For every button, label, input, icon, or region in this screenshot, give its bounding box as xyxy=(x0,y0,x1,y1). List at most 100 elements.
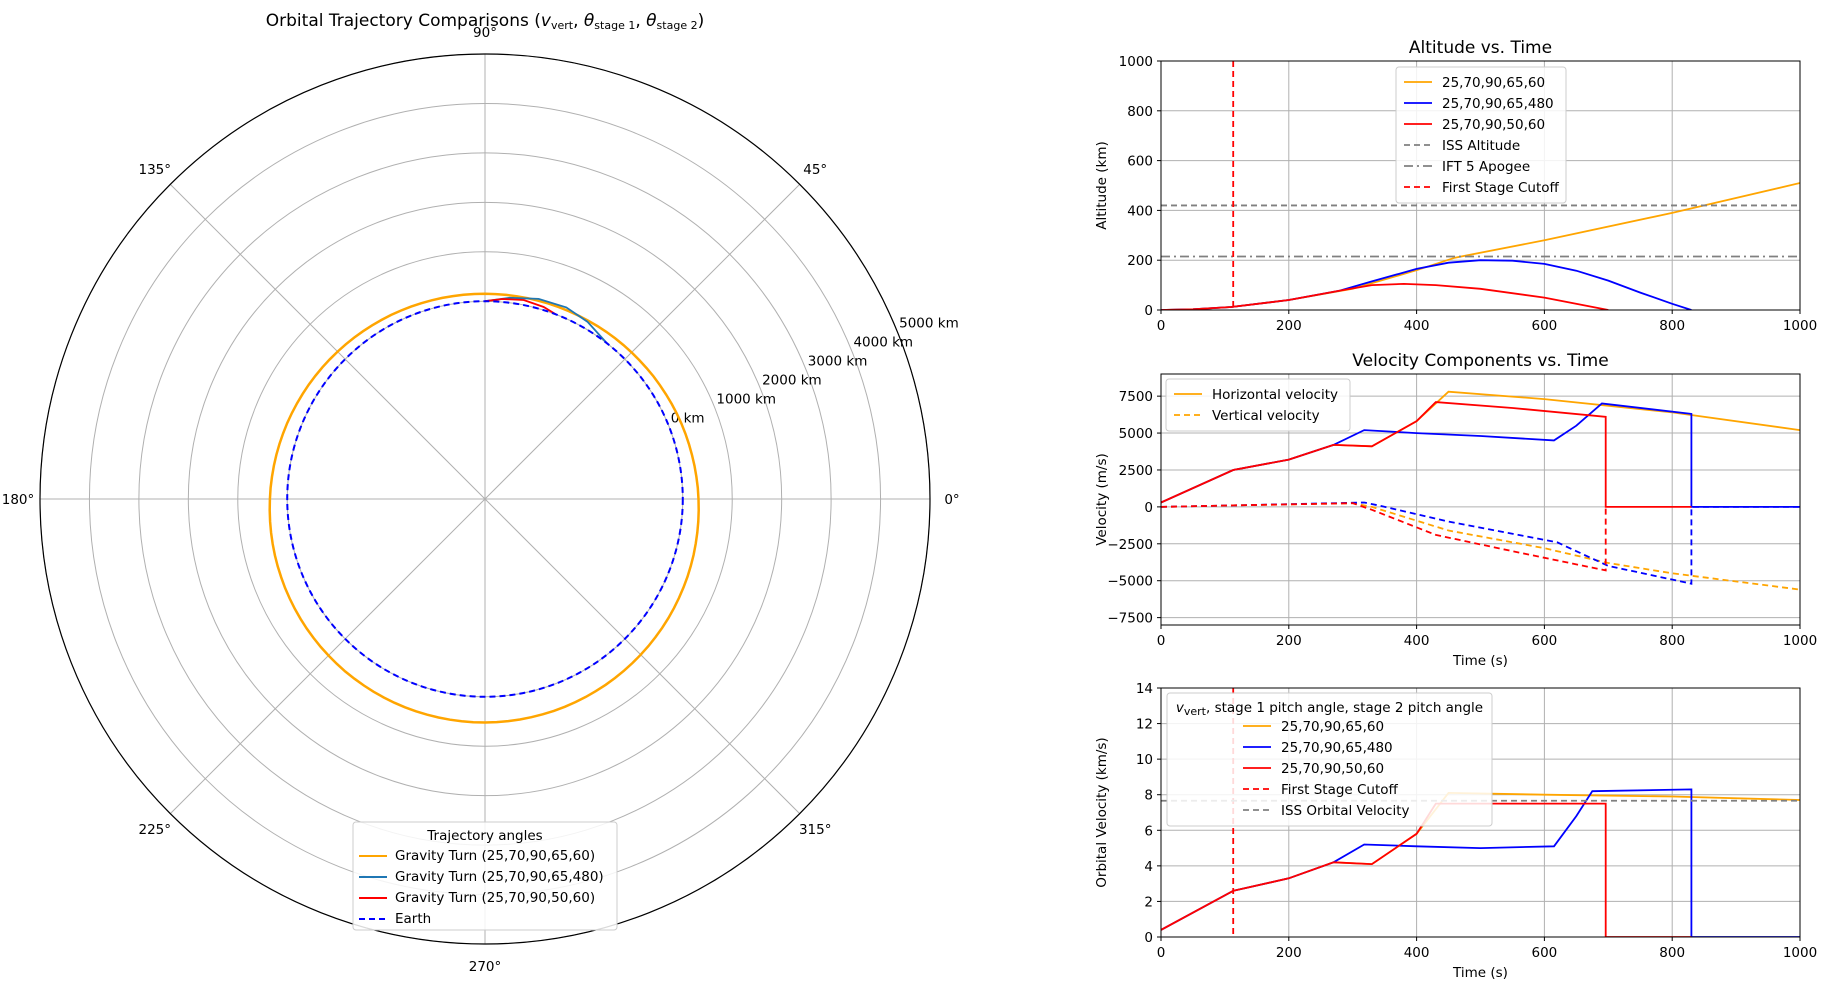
x-tick-label: 600 xyxy=(1532,318,1558,334)
title-part: vert xyxy=(551,19,574,32)
radial-gridline xyxy=(237,251,733,747)
angle-tick-label: 135° xyxy=(139,162,172,178)
legend-label: 25,70,90,65,480 xyxy=(1281,740,1393,756)
polar-legend-label: Earth xyxy=(395,911,431,927)
y-axis-label: Orbital Velocity (km/s) xyxy=(1094,737,1110,887)
angle-tick-label: 315° xyxy=(799,822,832,838)
altitude-chart: 0 200 400 600 800 1000 0 200 400 600 800 1000 Altitu… xyxy=(1094,38,1817,334)
series-line xyxy=(1161,282,1609,310)
x-tick-label: 800 xyxy=(1659,318,1685,334)
earth-circle xyxy=(286,300,684,698)
angle-tick-label: 45° xyxy=(803,162,827,178)
legend-label: ISS Orbital Velocity xyxy=(1281,803,1409,819)
legend-title: vvert, stage 1 pitch angle, stage 2 pitc… xyxy=(1176,700,1483,718)
x-tick-label: 0 xyxy=(1157,945,1166,961)
x-tick-label: 200 xyxy=(1276,633,1302,649)
y-tick-label: −5000 xyxy=(1107,574,1153,590)
title-part: v xyxy=(541,11,552,31)
title-part: , stage 1 pitch angle, stage 2 pitch ang… xyxy=(1206,700,1483,716)
title-part: v xyxy=(1176,700,1185,716)
legend-label: 25,70,90,65,60 xyxy=(1281,719,1384,735)
legend-label: 25,70,90,50,60 xyxy=(1442,117,1545,133)
y-tick-label: 2 xyxy=(1144,894,1153,910)
legend xyxy=(1165,378,1351,432)
y-tick-label: 0 xyxy=(1144,930,1153,946)
legend-label: First Stage Cutoff xyxy=(1442,180,1560,196)
y-tick-label: 0 xyxy=(1144,303,1153,319)
title-part: , xyxy=(635,11,646,31)
legend-label: 25,70,90,65,60 xyxy=(1442,75,1545,91)
trajectory-line xyxy=(484,298,557,316)
polar-legend xyxy=(352,821,618,931)
title-part: θ xyxy=(584,11,595,31)
y-axis-label: Altitude (km) xyxy=(1094,141,1110,230)
legend xyxy=(1395,66,1567,204)
x-tick-label: 1000 xyxy=(1783,318,1817,334)
x-tick-label: 1000 xyxy=(1783,945,1817,961)
angle-tick-label: 270° xyxy=(469,959,502,975)
y-tick-label: 800 xyxy=(1127,104,1153,120)
title-part: , xyxy=(573,11,584,31)
y-tick-label: 400 xyxy=(1127,203,1153,219)
y-tick-label: 14 xyxy=(1136,681,1153,697)
polar-chart: 0 km 1000 km 2000 km 3000 km 4000 km 5000 km 0… xyxy=(2,11,960,975)
series-line xyxy=(1161,501,1800,585)
radial-tick-label: 1000 km xyxy=(716,391,776,407)
legend-label: IFT 5 Apogee xyxy=(1442,159,1530,175)
chart-title: Altitude vs. Time xyxy=(1409,38,1552,58)
y-tick-label: −7500 xyxy=(1107,611,1153,627)
polar-legend-label: Gravity Turn (25,70,90,65,60) xyxy=(395,848,595,864)
legend-label: Horizontal velocity xyxy=(1212,387,1338,403)
legend-label: First Stage Cutoff xyxy=(1281,782,1399,798)
series-line xyxy=(1161,502,1607,572)
series-line xyxy=(1161,802,1692,937)
y-tick-label: 8 xyxy=(1144,788,1153,804)
y-axis-label: Velocity (m/s) xyxy=(1094,453,1110,546)
title-part: ) xyxy=(698,11,705,31)
title-part: θ xyxy=(646,11,657,31)
x-axis-label: Time (s) xyxy=(1452,965,1508,981)
x-tick-label: 800 xyxy=(1659,945,1685,961)
y-tick-label: 2500 xyxy=(1119,463,1153,479)
angular-gridline xyxy=(484,183,801,500)
radial-tick-label: 4000 km xyxy=(853,335,913,351)
chart-title: Velocity Components vs. Time xyxy=(1352,351,1608,371)
y-tick-label: 7500 xyxy=(1119,389,1153,405)
x-tick-label: 1000 xyxy=(1783,633,1817,649)
axes-frame xyxy=(1160,60,1801,311)
x-axis-label: Time (s) xyxy=(1452,653,1508,669)
radial-tick-label: 3000 km xyxy=(808,354,868,370)
x-tick-label: 0 xyxy=(1157,318,1166,334)
y-tick-label: 6 xyxy=(1144,823,1153,839)
title-part: stage 2 xyxy=(657,19,698,32)
plot-area xyxy=(1161,61,1800,310)
plot-area xyxy=(1161,390,1800,591)
legend-label: Vertical velocity xyxy=(1212,408,1320,424)
radial-tick-label: 5000 km xyxy=(899,316,959,332)
axes-frame xyxy=(1160,373,1801,626)
y-tick-label: 0 xyxy=(1144,500,1153,516)
radial-tick-label: 0 km xyxy=(671,410,705,426)
polar-legend-label: Gravity Turn (25,70,90,65,480) xyxy=(395,869,604,885)
x-tick-label: 800 xyxy=(1659,633,1685,649)
title-part: Orbital Trajectory Comparisons ( xyxy=(266,11,541,31)
y-tick-label: −2500 xyxy=(1107,537,1153,553)
legend-label: 25,70,90,65,480 xyxy=(1442,96,1554,112)
angular-gridline xyxy=(169,183,486,500)
legend-label: 25,70,90,50,60 xyxy=(1281,761,1384,777)
angle-tick-label: 225° xyxy=(139,822,172,838)
orbital-chart: 0 200 400 600 800 1000 0 2 4 6 8 10 12 14 Time (s) Orbi… xyxy=(1094,681,1817,981)
radial-gridline xyxy=(187,201,783,797)
y-tick-label: 4 xyxy=(1144,859,1153,875)
x-tick-label: 600 xyxy=(1532,633,1558,649)
x-tick-label: 200 xyxy=(1276,945,1302,961)
x-tick-label: 600 xyxy=(1532,945,1558,961)
polar-title: Orbital Trajectory Comparisons (vvert, θ… xyxy=(266,11,704,32)
x-tick-label: 400 xyxy=(1404,945,1430,961)
velocity-chart: 0 200 400 600 800 1000 −7500 −5000 −2500 0 2500 500… xyxy=(1094,351,1817,669)
y-tick-label: 5000 xyxy=(1119,426,1153,442)
y-tick-label: 200 xyxy=(1127,253,1153,269)
angle-tick-label: 90° xyxy=(473,25,497,41)
angle-tick-label: 0° xyxy=(944,492,959,508)
